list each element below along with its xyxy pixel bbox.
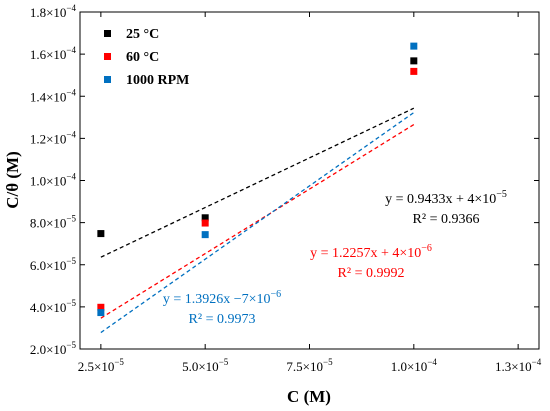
legend-marker [104,53,111,60]
data-point-series-3 [97,309,105,317]
trendline-series-3 [100,112,415,334]
y-tick-label: 6.0×10−5 [30,256,77,273]
y-tick-label: 4.0×10−5 [30,298,77,315]
y-tick-label: 1.6×10−4 [30,45,77,62]
data-point-series-3 [201,231,209,239]
data-point-series-3 [410,42,418,50]
data-point-series-1 [410,57,418,65]
r-squared-label: R² = 0.9973 [189,312,256,327]
r-squared-label: R² = 0.9366 [413,212,480,227]
regression-equation: y = 1.3926x −7×10−6 [163,289,281,307]
trendline-series-2 [100,123,415,319]
legend-label: 60 °C [126,50,159,65]
x-axis-title: C (M) [287,387,331,406]
y-tick-label: 1.8×10−4 [30,3,77,20]
y-tick-label: 1.4×10−4 [30,87,77,104]
y-tick-label: 8.0×10−5 [30,214,77,231]
y-tick-label: 1.0×10−4 [30,172,77,189]
x-tick-label: 2.5×10−5 [78,357,125,374]
y-tick-label: 1.2×10−4 [30,129,77,146]
y-tick-label: 2.0×10−5 [30,340,77,357]
data-point-series-2 [97,303,105,311]
x-tick-label: 1.3×10−4 [495,357,542,374]
legend-marker [104,76,111,83]
regression-equation: y = 0.9433x + 4×10−5 [385,189,507,207]
r-squared-label: R² = 0.9992 [338,266,405,281]
y-axis-title: C/θ (M) [3,151,22,209]
legend-label: 1000 RPM [126,73,189,88]
data-point-series-1 [201,214,209,222]
data-point-series-2 [410,67,418,75]
legend-marker [104,30,111,37]
x-tick-label: 1.0×10−4 [391,357,438,374]
x-tick-label: 5.0×10−5 [182,357,229,374]
trendline-series-1 [100,107,415,258]
data-point-series-2 [201,219,209,227]
x-tick-label: 7.5×10−5 [286,357,333,374]
regression-equation: y = 1.2257x + 4×10−6 [310,243,432,261]
data-point-series-1 [97,230,105,238]
legend-label: 25 °C [126,27,159,42]
